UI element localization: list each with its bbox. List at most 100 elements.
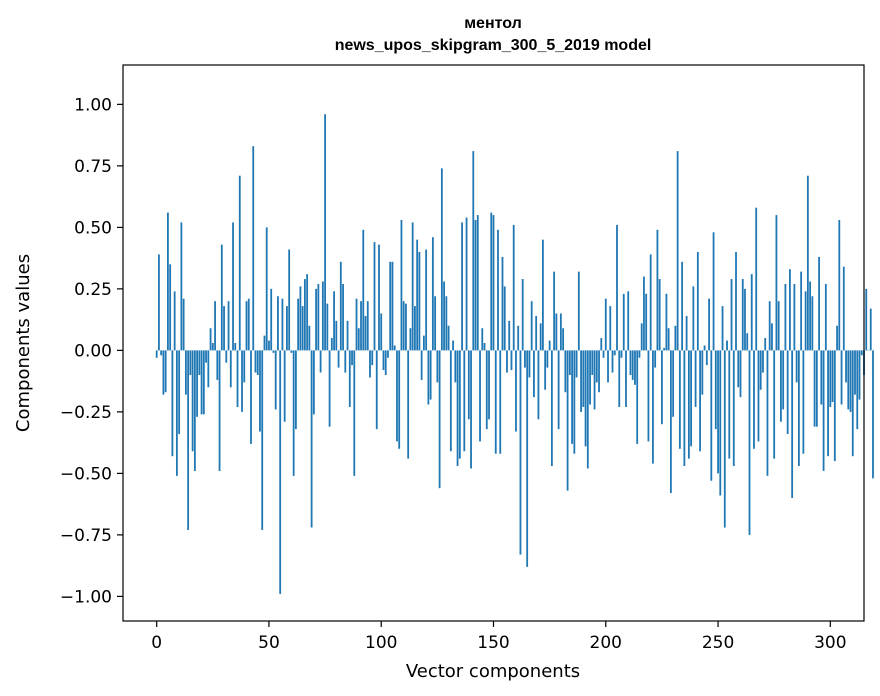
bar-309 [849,350,852,412]
bar-1 [158,254,160,351]
bar-300 [829,350,832,407]
bar-106 [393,345,396,351]
bar-314 [860,350,863,356]
bar-39 [243,350,246,383]
bar-132 [452,340,454,351]
bar-259 [737,350,740,388]
bar-113 [409,328,412,351]
bar-129 [445,296,448,351]
bar-233 [678,350,681,449]
bar-229 [669,350,672,494]
bar-204 [613,350,616,356]
bar-91 [360,301,362,351]
bar-33 [229,350,232,388]
bar-291 [809,281,812,351]
bar-180 [559,313,562,351]
bar-282 [789,269,791,351]
bar-208 [622,293,625,351]
bar-287 [800,271,803,351]
bar-27 [216,350,219,380]
bar-125 [436,350,439,383]
bar-15 [189,350,192,375]
bar-218 [645,293,648,351]
bar-220 [649,254,652,351]
bar-158 [510,350,513,371]
bar-60 [290,350,293,353]
y-axis: 1.00 0.75 0.50 0.25 0.00 −0.25 −0.50 −0.75 −1.00 [60,95,123,607]
bar-182 [564,350,567,393]
x-axis: 0 50 100 150 200 250 300 [151,621,847,653]
bar-209 [625,350,627,407]
bar-193 [589,350,591,405]
bar-41 [247,298,250,351]
bar-290 [806,175,809,351]
x-tick-label: 100 [365,633,397,653]
bar-21 [202,350,205,415]
bar-236 [685,315,688,351]
bar-108 [398,350,401,449]
bar-139 [467,350,470,420]
bar-148 [488,350,490,420]
bar-31 [225,350,228,363]
bar-130 [447,325,450,351]
bar-223 [656,229,659,351]
bar-311 [854,350,856,395]
bar-2 [160,350,163,356]
x-tick-label: 150 [477,633,509,653]
bar-234 [681,261,684,351]
bar-70 [312,350,315,415]
bar-207 [620,350,623,358]
bar-51 [270,288,273,351]
bar-258 [735,251,737,351]
bar-302 [833,350,836,462]
bar-278 [780,350,782,422]
bar-224 [658,279,661,351]
bar-283 [791,350,794,498]
bar-198 [600,338,603,351]
bar-105 [391,261,394,351]
bar-40 [245,301,248,351]
bar-296 [820,350,823,405]
bar-159 [512,224,515,351]
bar-0 [155,350,158,358]
bar-138 [465,217,468,351]
bar-189 [580,350,582,412]
bar-147 [485,350,488,430]
bar-222 [654,350,657,368]
bar-86 [348,350,351,407]
y-tick-label: 0.25 [74,280,112,300]
bar-231 [674,325,677,351]
bar-184 [568,350,571,375]
bar-56 [281,298,284,351]
bar-64 [299,286,302,351]
bar-47 [261,350,264,530]
bar-235 [683,350,686,467]
bar-228 [667,328,670,351]
bar-16 [191,350,194,452]
bar-281 [786,350,789,435]
bar-199 [602,350,605,358]
bar-127 [440,168,443,351]
bar-55 [279,350,282,594]
bar-90 [357,328,360,351]
bar-24 [209,328,212,351]
bar-44 [254,350,257,373]
bar-110 [402,301,405,351]
bar-7 [171,350,174,457]
bar-126 [438,350,441,489]
bar-173 [544,350,547,390]
bar-266 [753,350,755,449]
bar-196 [595,350,598,383]
bar-245 [705,350,708,366]
bar-164 [524,350,526,368]
bar-276 [775,215,778,351]
x-tick-label: 200 [590,633,622,653]
bar-19 [198,350,201,375]
bar-241 [696,251,699,351]
bar-176 [550,350,553,467]
bar-239 [692,286,695,351]
bar-14 [187,350,190,530]
bar-183 [566,350,569,491]
bar-128 [443,281,445,351]
bar-301 [831,350,834,403]
